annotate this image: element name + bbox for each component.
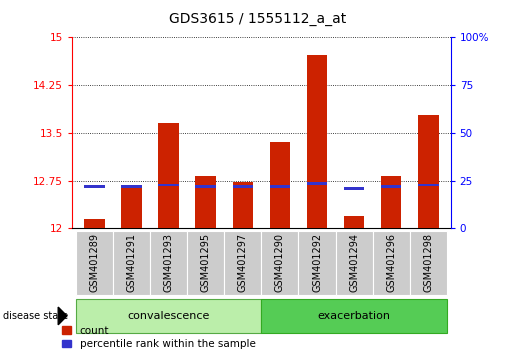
Text: GSM401295: GSM401295 — [201, 233, 211, 292]
Polygon shape — [58, 307, 67, 325]
FancyBboxPatch shape — [150, 231, 187, 295]
Text: exacerbation: exacerbation — [318, 311, 391, 321]
FancyBboxPatch shape — [336, 231, 373, 295]
Bar — [381, 185, 402, 188]
Text: GSM401289: GSM401289 — [90, 233, 99, 292]
Text: GSM401291: GSM401291 — [127, 233, 136, 292]
FancyBboxPatch shape — [373, 231, 410, 295]
Bar — [233, 185, 253, 188]
FancyBboxPatch shape — [410, 231, 447, 295]
Bar — [196, 185, 216, 188]
Bar — [418, 115, 439, 228]
Legend: count, percentile rank within the sample: count, percentile rank within the sample — [62, 326, 255, 349]
Text: GSM401296: GSM401296 — [386, 233, 396, 292]
FancyBboxPatch shape — [76, 299, 261, 333]
Bar — [307, 55, 327, 228]
Bar — [344, 187, 364, 190]
Text: GSM401298: GSM401298 — [423, 233, 433, 292]
FancyBboxPatch shape — [261, 299, 447, 333]
FancyBboxPatch shape — [224, 231, 261, 295]
Bar — [121, 187, 142, 228]
Bar — [233, 182, 253, 228]
Bar — [121, 185, 142, 188]
Bar — [418, 184, 439, 187]
Text: GSM401292: GSM401292 — [312, 233, 322, 292]
FancyBboxPatch shape — [113, 231, 150, 295]
FancyBboxPatch shape — [187, 231, 224, 295]
Bar — [307, 182, 327, 185]
Text: GSM401290: GSM401290 — [275, 233, 285, 292]
FancyBboxPatch shape — [261, 231, 299, 295]
FancyBboxPatch shape — [299, 231, 336, 295]
Text: GSM401294: GSM401294 — [349, 233, 359, 292]
Text: GDS3615 / 1555112_a_at: GDS3615 / 1555112_a_at — [169, 12, 346, 27]
Bar — [270, 142, 290, 228]
Bar — [159, 123, 179, 228]
Bar — [381, 176, 402, 228]
Text: GSM401293: GSM401293 — [164, 233, 174, 292]
Text: convalescence: convalescence — [127, 311, 210, 321]
Bar — [159, 184, 179, 187]
Bar — [84, 185, 105, 188]
Text: disease state: disease state — [3, 311, 67, 321]
Bar — [196, 176, 216, 228]
Text: GSM401297: GSM401297 — [238, 233, 248, 292]
Bar — [344, 216, 364, 228]
Bar — [84, 219, 105, 228]
Bar — [270, 185, 290, 188]
FancyBboxPatch shape — [76, 231, 113, 295]
